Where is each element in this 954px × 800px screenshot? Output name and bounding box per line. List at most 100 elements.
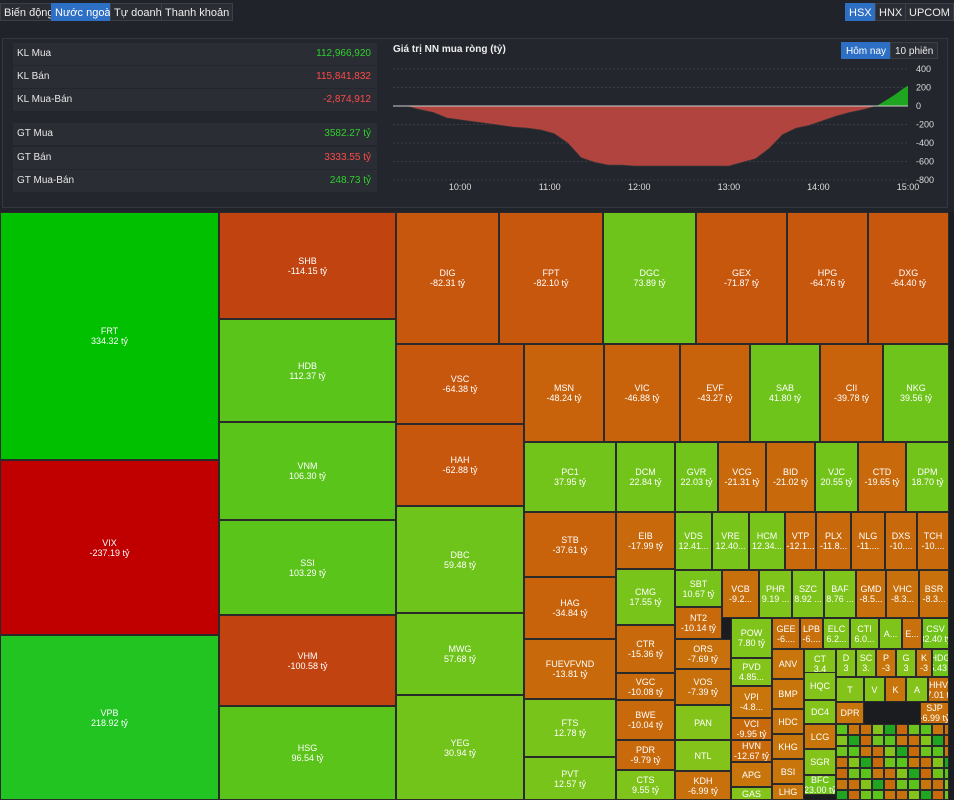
treemap-small-cell[interactable] [896, 735, 908, 746]
treemap-cell-bmp[interactable]: BMP [772, 679, 804, 709]
treemap-small-cell[interactable] [860, 735, 872, 746]
treemap-cell-cts[interactable]: CTS 9.55 tỷ [616, 770, 675, 800]
treemap-small-cell[interactable] [836, 779, 848, 790]
treemap-cell-dxs[interactable]: DXS -10.... [885, 512, 917, 570]
treemap-small-cell[interactable] [896, 768, 908, 779]
treemap-cell-ntl[interactable]: NTL [675, 740, 731, 771]
treemap-cell-vcb[interactable]: VCB -9.2... [722, 570, 759, 618]
treemap-cell-hdg[interactable]: HDG55.43 tỷ [932, 649, 949, 677]
treemap-small-cell[interactable] [836, 746, 848, 757]
treemap-small-cell[interactable] [920, 790, 932, 800]
treemap-small-cell[interactable] [944, 757, 949, 768]
treemap-cell-evf[interactable]: EVF -43.27 tỷ [680, 344, 750, 442]
treemap-small-cell[interactable] [908, 724, 920, 735]
treemap-small-cell[interactable] [920, 768, 932, 779]
treemap-cell-vjc[interactable]: VJC 20.55 tỷ [815, 442, 858, 512]
treemap-small-cell[interactable] [836, 757, 848, 768]
treemap-cell-lpb[interactable]: LPB -6.... [800, 618, 823, 649]
treemap-cell-fpt[interactable]: FPT -82.10 tỷ [499, 212, 603, 344]
treemap-cell-hpg[interactable]: HPG -64.76 tỷ [787, 212, 868, 344]
treemap-cell-ctr[interactable]: CTR -15.36 tỷ [616, 625, 675, 673]
treemap-cell-dxg[interactable]: DXG -64.40 tỷ [868, 212, 949, 344]
treemap-cell-p[interactable]: P -3 [876, 649, 896, 677]
treemap-cell-pan[interactable]: PAN [675, 705, 731, 740]
treemap-cell-nlg[interactable]: NLG -11.... [851, 512, 885, 570]
treemap-small-cell[interactable] [932, 757, 944, 768]
treemap-cell-k[interactable]: K -3 [916, 649, 932, 677]
treemap-cell-cti[interactable]: CTI 6.0... [850, 618, 879, 649]
treemap-cell-msn[interactable]: MSN -48.24 tỷ [524, 344, 604, 442]
treemap-cell-csv[interactable]: CSV32.40 tỷ [922, 618, 949, 649]
treemap-cell-vhc[interactable]: VHC -8.3... [886, 570, 919, 618]
treemap-cell-vsc[interactable]: VSC -64.38 tỷ [396, 344, 524, 424]
treemap-cell-baf[interactable]: BAF 8.76 ... [824, 570, 856, 618]
treemap-cell-lcg[interactable]: LCG [804, 724, 836, 749]
treemap-small-cell[interactable] [836, 735, 848, 746]
treemap-cell-anv[interactable]: ANV [772, 649, 804, 679]
treemap-small-cell[interactable] [884, 724, 896, 735]
treemap-cell-a[interactable]: A... [879, 618, 902, 649]
treemap-cell-dbc[interactable]: DBC 59.48 tỷ [396, 506, 524, 613]
treemap-cell-dgc[interactable]: DGC 73.89 tỷ [603, 212, 696, 344]
treemap-small-cell[interactable] [896, 746, 908, 757]
treemap-small-cell[interactable] [944, 779, 949, 790]
treemap-small-cell[interactable] [884, 757, 896, 768]
treemap-cell-v[interactable]: V [864, 677, 885, 702]
treemap-cell-hah[interactable]: HAH -62.88 tỷ [396, 424, 524, 506]
treemap-cell-cmg[interactable]: CMG 17.55 tỷ [616, 569, 675, 625]
treemap-small-cell[interactable] [920, 724, 932, 735]
tab-tu-doanh[interactable]: Tự doanh [110, 3, 166, 21]
treemap-cell-vds[interactable]: VDS 12.41... [675, 512, 712, 570]
treemap-cell-vgc[interactable]: VGC -10.08 tỷ [616, 673, 675, 700]
treemap-small-cell[interactable] [860, 724, 872, 735]
treemap-small-cell[interactable] [944, 746, 949, 757]
treemap-small-cell[interactable] [884, 768, 896, 779]
treemap-cell-sgr[interactable]: SGR [804, 749, 836, 775]
treemap-cell-vci[interactable]: VCI -9.95 tỷ [731, 718, 772, 740]
treemap-small-cell[interactable] [848, 790, 860, 800]
treemap-cell-vpi[interactable]: VPI -4.8... [731, 686, 772, 718]
treemap-cell-hag[interactable]: HAG -34.84 tỷ [524, 577, 616, 639]
treemap-cell-gee[interactable]: GEE -6.... [772, 618, 800, 649]
treemap-small-cell[interactable] [884, 735, 896, 746]
treemap-cell-bsi[interactable]: BSI [772, 759, 804, 784]
treemap-small-cell[interactable] [872, 768, 884, 779]
treemap-cell-bsr[interactable]: BSR -8.3... [919, 570, 949, 618]
treemap-small-cell[interactable] [860, 746, 872, 757]
treemap-cell-sc[interactable]: SC 3. [856, 649, 876, 677]
treemap-cell-cii[interactable]: CII -39.78 tỷ [820, 344, 883, 442]
treemap-small-cell[interactable] [944, 768, 949, 779]
treemap-cell-gex[interactable]: GEX -71.87 tỷ [696, 212, 787, 344]
treemap-cell-bwe[interactable]: BWE -10.04 tỷ [616, 700, 675, 740]
treemap-cell-fts[interactable]: FTS 12.78 tỷ [524, 699, 616, 757]
treemap-small-cell[interactable] [884, 779, 896, 790]
treemap-small-cell[interactable] [932, 746, 944, 757]
treemap-small-cell[interactable] [908, 746, 920, 757]
treemap-cell-apg[interactable]: APG [731, 762, 772, 787]
treemap-cell-vix[interactable]: VIX -237.19 tỷ [0, 460, 219, 635]
treemap-cell-hqc[interactable]: HQC [804, 672, 836, 700]
treemap-cell-gas[interactable]: GAS [731, 787, 772, 800]
treemap-small-cell[interactable] [944, 790, 949, 800]
treemap-small-cell[interactable] [908, 779, 920, 790]
treemap-small-cell[interactable] [872, 757, 884, 768]
tab-thanh-khoan[interactable]: Thanh khoản [161, 3, 234, 21]
treemap-cell-gmd[interactable]: GMD -8.5... [856, 570, 886, 618]
treemap-small-cell[interactable] [896, 757, 908, 768]
treemap-small-cell[interactable] [836, 768, 848, 779]
treemap-cell-kdh[interactable]: KDH -6.99 tỷ [675, 771, 731, 800]
tab-bien-dong[interactable]: Biến động [0, 3, 58, 21]
treemap-cell-fuevfvnd[interactable]: FUEVFVND -13.81 tỷ [524, 639, 616, 699]
treemap-cell-hhv[interactable]: HHV-7.01 tỷ [928, 677, 949, 702]
treemap-small-cell[interactable] [932, 779, 944, 790]
treemap-cell-a[interactable]: A [906, 677, 928, 702]
treemap-cell-vic[interactable]: VIC -46.88 tỷ [604, 344, 680, 442]
treemap-cell-dcm[interactable]: DCM 22.84 tỷ [616, 442, 675, 512]
treemap-cell-e[interactable]: E... [902, 618, 922, 649]
treemap-cell-pow[interactable]: POW 7.80 tỷ [731, 618, 772, 658]
treemap-cell-k[interactable]: K [885, 677, 906, 702]
treemap-small-cell[interactable] [920, 757, 932, 768]
treemap-small-cell[interactable] [848, 724, 860, 735]
treemap-cell-vpb[interactable]: VPB 218.92 tỷ [0, 635, 219, 800]
